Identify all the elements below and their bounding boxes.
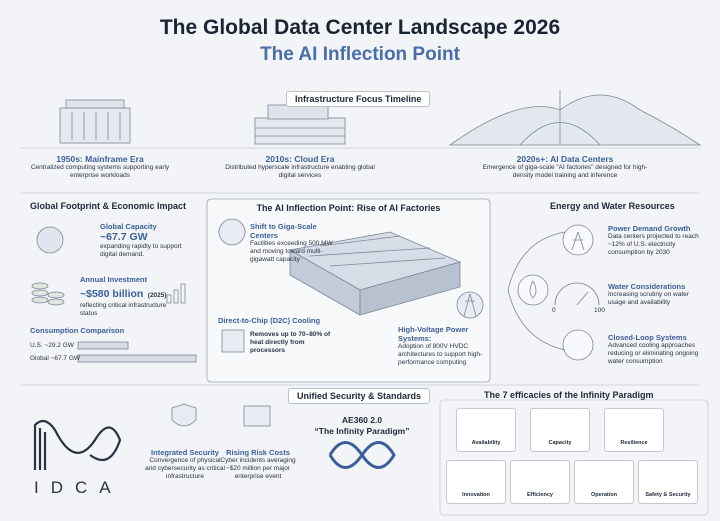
efficacy: Capacity <box>530 408 590 452</box>
investment-value: ~$580 billion <box>80 288 144 300</box>
investment-title: Annual Investment <box>80 275 148 284</box>
efficacy: Resilience <box>604 408 664 452</box>
capacity-value: ~67.7 GW <box>100 231 148 243</box>
efficacy-label: Safety & Security <box>645 492 691 498</box>
section-title: The 7 efficacies of the Infinity Paradig… <box>484 390 654 400</box>
callout-description: Removes up to 70–80% of heat directly fr… <box>250 331 331 355</box>
callout-description: Adoption of 800V HVDC architectures to s… <box>398 343 483 367</box>
title: The Global Data Center Landscape 2026 <box>159 16 561 39</box>
callout: High-Voltage Power Systems: Adoption of 8… <box>398 325 486 367</box>
security-item: Rising Risk Costs Cyber incidents averagi… <box>218 448 298 481</box>
era: 1950s: Mainframe Era Centralized computin… <box>20 154 180 180</box>
energy-item: Closed-Loop Systems Advanced cooling appr… <box>608 333 708 366</box>
security-item-title: Integrated Security <box>151 448 219 457</box>
era-description: Centralized computing systems supporting… <box>30 164 170 180</box>
efficacy: Safety & Security <box>638 460 698 504</box>
security-item-title: Rising Risk Costs <box>226 448 290 457</box>
gauge-label: 0 <box>552 307 556 314</box>
efficacy-label: Innovation <box>462 492 490 498</box>
consumption-row: Global ~67.7 GW <box>30 355 81 362</box>
era-title: 2020s+: AI Data Centers <box>516 154 614 164</box>
section-title: Global Footprint & Economic Impact <box>30 201 187 211</box>
standard-title: AE360 2.0 <box>341 415 383 425</box>
callout-title: High-Voltage Power Systems: <box>398 325 469 343</box>
investment-year: (2025) <box>147 292 167 299</box>
efficacy-label: Operation <box>591 492 617 498</box>
efficacy-label: Availability <box>471 440 501 446</box>
callout-description: Facilities exceeding 500 MW and moving t… <box>250 240 333 264</box>
callout-title: Direct-to-Chip (D2C) Cooling <box>218 316 321 325</box>
efficacy-label: Capacity <box>548 440 572 446</box>
security-item-description: Convergence of physical and cybersecurit… <box>145 457 225 481</box>
security-item-description: Cyber incidents averaging ~$20 million p… <box>220 457 296 481</box>
investment: Annual Investment ~$580 billion (2025) ref… <box>80 275 170 318</box>
era-title: 1950s: Mainframe Era <box>56 154 144 164</box>
efficacy-label: Resilience <box>620 440 648 446</box>
energy-item: Water Considerations Increasing scrutiny … <box>608 282 708 307</box>
era: 2020s+: AI Data Centers Emergence of giga… <box>475 154 655 180</box>
subtitle: The AI Inflection Point <box>260 44 460 65</box>
era-title: 2010s: Cloud Era <box>265 154 335 164</box>
efficacy: Efficiency <box>510 460 570 504</box>
energy-item-description: Increasing scrutiny on water usage and a… <box>608 291 689 307</box>
section-title: Unified Security & Standards <box>288 388 431 404</box>
capacity: Global Capacity ~67.7 GW expanding rapidly… <box>100 222 200 259</box>
era-description: Emergence of giga-scale "AI factories" d… <box>482 164 648 180</box>
logo: IDCA <box>34 478 123 497</box>
efficacy: Innovation <box>446 460 506 504</box>
efficacy-label: Efficiency <box>527 492 553 498</box>
timeline-title: Infrastructure Focus Timeline <box>286 91 431 107</box>
section-title: The AI Inflection Point: Rise of AI Fact… <box>256 203 441 213</box>
energy-item-title: Power Demand Growth <box>608 224 691 233</box>
energy-item-title: Closed-Loop Systems <box>608 333 687 342</box>
callout: Shift to Giga-Scale Centers Facilities ex… <box>250 222 340 264</box>
consumption-title: Consumption Comparison <box>30 326 125 335</box>
energy-item-description: Advanced cooling approaches reducing or … <box>608 342 699 366</box>
efficacy: Operation <box>574 460 634 504</box>
capacity-title: Global Capacity <box>100 222 157 231</box>
era-description: Distributed hyperscale infrastructure en… <box>225 164 375 180</box>
capacity-description: expanding rapidly to support digital dem… <box>100 243 182 259</box>
era: 2010s: Cloud Era Distributed hyperscale i… <box>225 154 375 180</box>
standard-subtitle: “The Infinity Paradigm” <box>314 426 410 436</box>
consumption-row: U.S. ~29.2 GW <box>30 342 74 349</box>
section-title: Energy and Water Resources <box>550 201 675 211</box>
energy-item: Power Demand Growth Data centers projecte… <box>608 224 708 257</box>
callout-title: Shift to Giga-Scale Centers <box>250 222 317 240</box>
efficacy: Availability <box>456 408 516 452</box>
investment-description: reflecting critical infrastructure statu… <box>80 302 167 318</box>
security-item: Integrated Security Convergence of physic… <box>145 448 225 481</box>
gauge-label: 100 <box>594 307 605 314</box>
energy-item-description: Data centers projected to reach ~12% of … <box>608 233 699 257</box>
energy-item-title: Water Considerations <box>608 282 686 291</box>
